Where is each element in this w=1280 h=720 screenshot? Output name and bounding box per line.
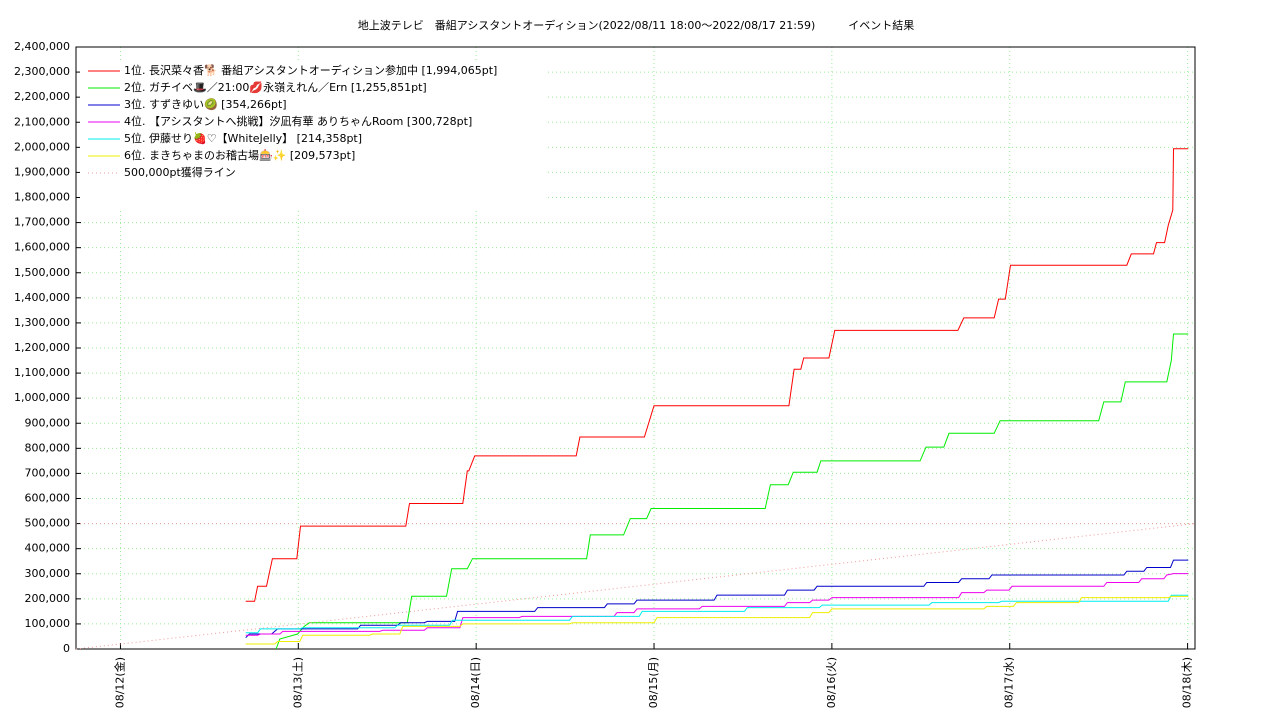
y-tick-label: 0 bbox=[63, 642, 70, 655]
y-tick-label: 1,900,000 bbox=[14, 165, 70, 178]
series-line bbox=[275, 333, 1189, 650]
y-tick-label: 600,000 bbox=[25, 492, 71, 505]
y-tick-label: 800,000 bbox=[25, 441, 71, 454]
y-tick-label: 1,700,000 bbox=[14, 216, 70, 229]
x-tick-label: 08/12(金) bbox=[112, 657, 126, 708]
y-tick-label: 2,300,000 bbox=[14, 65, 70, 78]
legend-label: 5位. 伊藤せり🍓♡【WhiteJelly】 [214,358pt] bbox=[124, 131, 362, 145]
x-tick-label: 08/18(木) bbox=[1181, 657, 1194, 708]
x-tick-label: 08/15(月) bbox=[647, 657, 660, 708]
series-line bbox=[245, 148, 1189, 602]
y-tick-label: 2,000,000 bbox=[14, 140, 70, 153]
legend-label: 500,000pt獲得ライン bbox=[124, 166, 236, 179]
y-tick-label: 2,400,000 bbox=[14, 40, 70, 53]
legend-label: 6位. まきちゃまのお稽古場🎰✨ [209,573pt] bbox=[124, 148, 355, 162]
series-line bbox=[245, 594, 1189, 634]
y-tick-label: 900,000 bbox=[25, 416, 71, 429]
series-line bbox=[245, 573, 1189, 636]
y-tick-label: 2,200,000 bbox=[14, 90, 70, 103]
y-tick-label: 1,400,000 bbox=[14, 291, 70, 304]
series-line bbox=[245, 595, 1189, 645]
legend-box bbox=[80, 60, 545, 208]
x-tick-label: 08/16(火) bbox=[825, 657, 838, 708]
y-tick-label: 1,800,000 bbox=[14, 191, 70, 204]
x-tick-label: 08/17(水) bbox=[1003, 657, 1016, 708]
y-tick-label: 300,000 bbox=[25, 567, 71, 580]
legend-label: 2位. ガチイベ🎩／21:00💋永嶺えれん／Ern [1,255,851pt] bbox=[124, 80, 427, 94]
y-tick-label: 2,100,000 bbox=[14, 115, 70, 128]
y-tick-label: 1,200,000 bbox=[14, 341, 70, 354]
x-tick-label: 08/13(土) bbox=[291, 657, 304, 708]
legend-label: 1位. 長沢菜々香🐕 番組アシスタントオーディション参加中 [1,994,065… bbox=[124, 63, 497, 77]
y-tick-label: 400,000 bbox=[25, 542, 71, 555]
chart-title: 地上波テレビ 番組アシスタントオーディション(2022/08/11 18:00〜… bbox=[358, 18, 915, 32]
x-tick-label: 08/14(日) bbox=[469, 657, 482, 708]
y-tick-label: 1,100,000 bbox=[14, 366, 70, 379]
y-tick-label: 1,600,000 bbox=[14, 241, 70, 254]
legend-label: 3位. すずきゆい🥝 [354,266pt] bbox=[124, 97, 287, 111]
legend-label: 4位. 【アシスタントへ挑戦】汐凪有華 ありちゃんRoom [300,728pt… bbox=[124, 114, 472, 128]
y-tick-label: 700,000 bbox=[25, 466, 71, 479]
y-tick-label: 200,000 bbox=[25, 592, 71, 605]
y-tick-label: 100,000 bbox=[25, 617, 71, 630]
y-tick-label: 1,500,000 bbox=[14, 266, 70, 279]
plot-frame bbox=[75, 46, 1196, 650]
y-tick-label: 1,300,000 bbox=[14, 316, 70, 329]
y-tick-label: 500,000 bbox=[25, 517, 71, 530]
grid bbox=[76, 46, 1195, 650]
y-tick-label: 1,000,000 bbox=[14, 391, 70, 404]
